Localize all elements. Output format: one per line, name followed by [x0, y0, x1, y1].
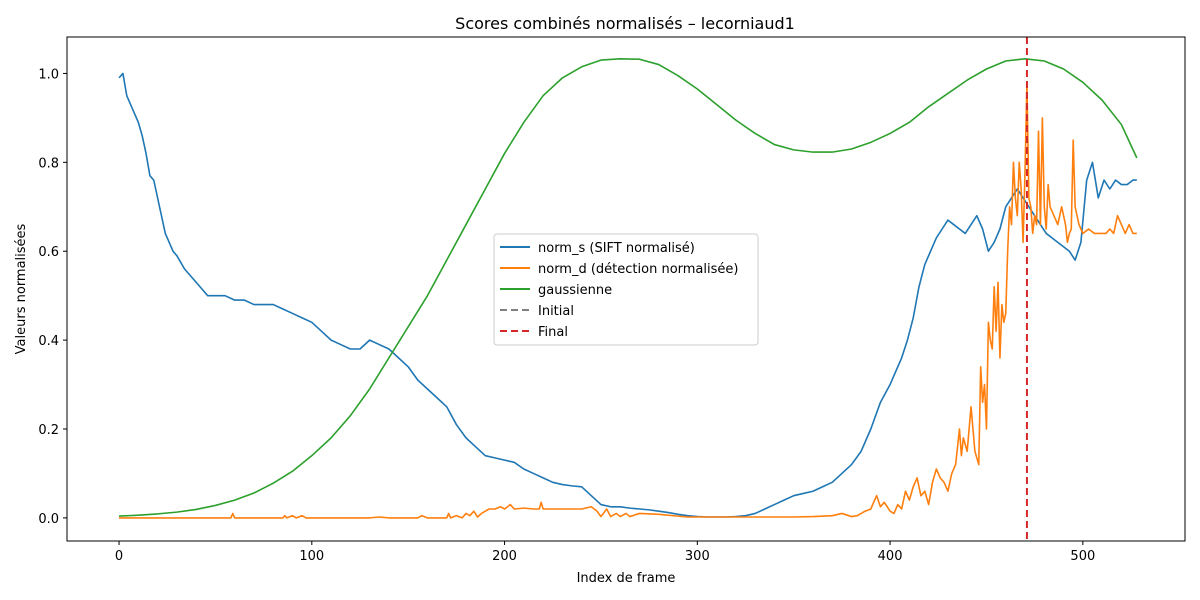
y-axis-ticks: 0.0 0.2 0.4 0.6 0.8 1.0 — [38, 67, 67, 527]
chart-title: Scores combinés normalisés – lecorniaud1 — [455, 14, 795, 33]
x-tick-label: 500 — [1070, 549, 1095, 564]
y-tick-label: 1.0 — [38, 67, 59, 82]
series-line-gaussienne — [119, 57, 1138, 517]
y-tick-label: 0.2 — [38, 423, 59, 438]
plot-frame — [66, 36, 1186, 542]
y-tick-label: 0.8 — [38, 156, 59, 171]
series-line-norm-s-sift-normalis — [118, 72, 1137, 518]
x-tick-label: 200 — [492, 549, 517, 564]
legend-label-norm-s-sift-normalis: norm_s (SIFT normalisé) — [538, 241, 695, 256]
legend: norm_s (SIFT normalisé) norm_d (détection… — [493, 233, 759, 346]
plot-lines — [118, 57, 1138, 519]
legend-label-gaussienne: gaussienne — [538, 283, 612, 298]
y-axis-label: Valeurs normalisées — [14, 223, 29, 354]
x-axis-label: Index de frame — [577, 571, 676, 586]
y-tick-label: 0.6 — [38, 245, 59, 260]
legend-label-final: Final — [538, 325, 568, 340]
y-tick-label: 0.0 — [38, 512, 59, 527]
legend-box — [493, 233, 759, 346]
series-line-norm-d-d-tection-normalis-e — [119, 81, 1137, 519]
x-tick-label: 400 — [878, 549, 903, 564]
x-tick-label: 0 — [115, 549, 123, 564]
legend-label-norm-d-d-tection-normalis-e: norm_d (détection normalisée) — [538, 262, 738, 277]
x-tick-label: 100 — [299, 549, 324, 564]
y-tick-label: 0.4 — [38, 334, 59, 349]
x-tick-label: 300 — [685, 549, 710, 564]
legend-items: norm_s (SIFT normalisé) norm_d (détection… — [500, 241, 738, 340]
x-axis-ticks: 0 100 200 300 400 500 — [115, 541, 1095, 564]
legend-label-initial: Initial — [538, 304, 574, 319]
